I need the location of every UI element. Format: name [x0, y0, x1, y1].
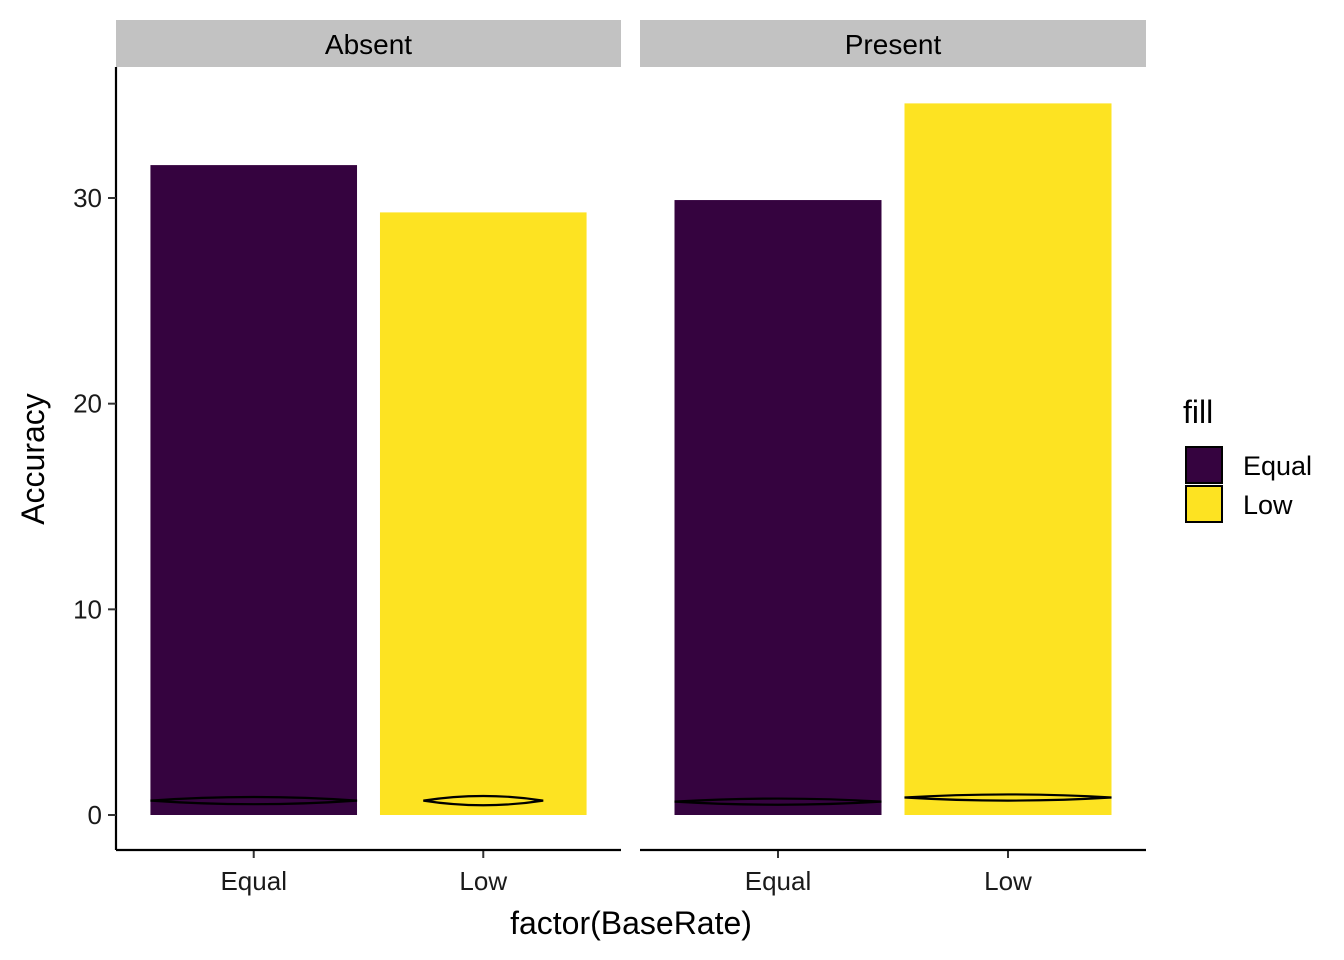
x-tick-label: Low: [984, 866, 1032, 896]
y-tick-label: 0: [88, 800, 102, 830]
facet-panel-present: Present Equal Low: [640, 20, 1146, 896]
violin-absent-equal: [150, 795, 358, 806]
x-axis-title: factor(BaseRate): [510, 905, 752, 941]
x-tick-label: Equal: [220, 866, 287, 896]
legend-label-low: Low: [1243, 490, 1293, 520]
legend-swatch-equal: [1185, 446, 1223, 484]
bar-present-low: [904, 103, 1112, 816]
legend: fill Equal Low: [1183, 394, 1312, 523]
y-tick-label: 20: [73, 389, 102, 419]
bar-present-equal: [674, 200, 882, 816]
x-tick-label: Equal: [745, 866, 812, 896]
y-axis-title: Accuracy: [15, 393, 51, 525]
violin-present-equal: [674, 797, 882, 806]
bar-absent-equal: [150, 165, 358, 816]
facet-panels: Absent Equal Low 0 10 20 30 Present Equal Low: [73, 20, 1146, 896]
facet-strip-label: Absent: [325, 29, 412, 60]
legend-label-equal: Equal: [1243, 451, 1312, 481]
facet-strip-label: Present: [845, 29, 942, 60]
facet-strip: [116, 20, 621, 67]
legend-swatch-low: [1185, 485, 1223, 523]
x-tick-label: Low: [459, 866, 507, 896]
legend-title: fill: [1183, 394, 1213, 430]
facet-strip: [640, 20, 1146, 67]
y-tick-label: 10: [73, 594, 102, 624]
facet-panel-absent: Absent Equal Low 0 10 20 30: [73, 20, 621, 896]
violin-present-low: [904, 793, 1112, 802]
violin-absent-low: [423, 794, 544, 807]
y-tick-label: 30: [73, 183, 102, 213]
bar-absent-low: [379, 212, 587, 815]
